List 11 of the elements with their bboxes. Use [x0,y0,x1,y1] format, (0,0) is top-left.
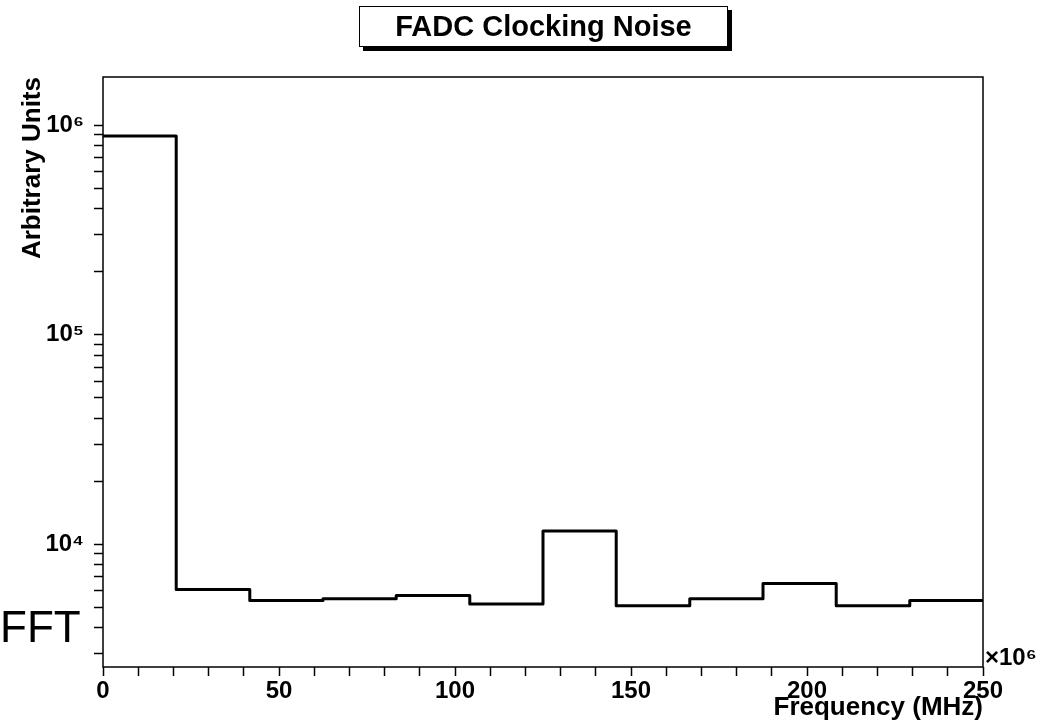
y-tick-label: 10⁶ [46,109,84,137]
x-tick-label: 0 [96,676,110,704]
chart-title: FADC Clocking Noise [395,10,692,43]
y-axis-title: Arbitrary Units [15,77,46,260]
text: ×10⁶ [985,643,1037,670]
x-tick-label: 150 [610,676,652,704]
text: FFT [0,602,81,651]
y-tick-label: 10⁵ [46,319,84,347]
x-tick-label: 50 [265,676,293,704]
y-tick-label: 10⁴ [45,529,84,557]
x-tick-label: 100 [434,676,476,704]
